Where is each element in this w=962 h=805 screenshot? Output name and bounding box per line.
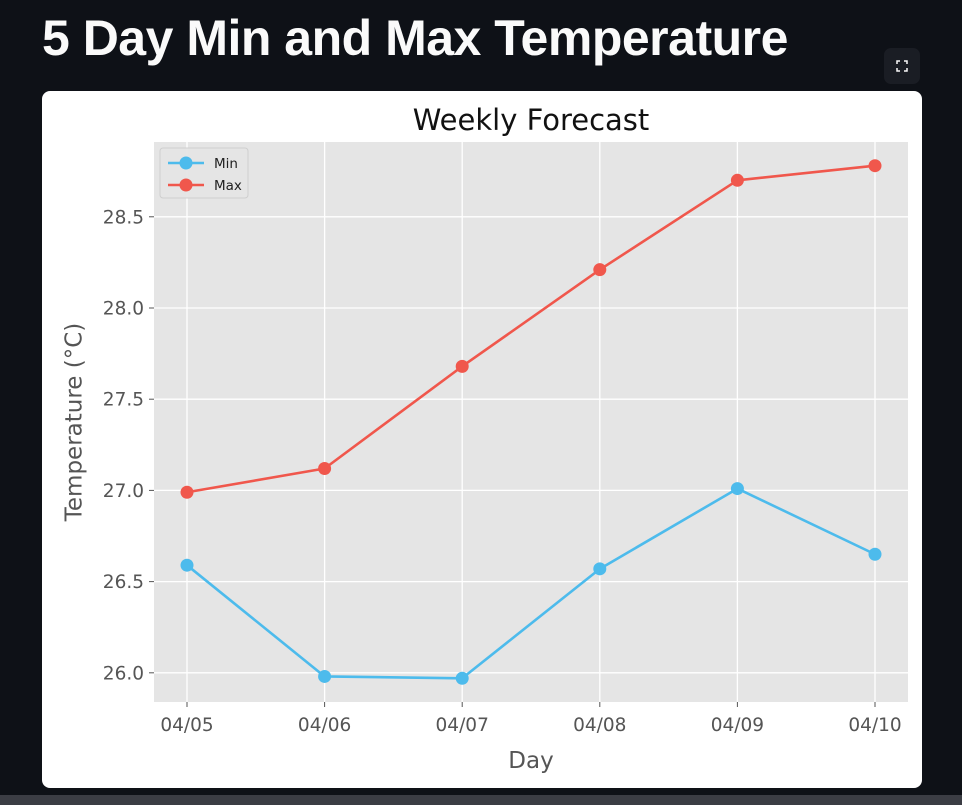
axes: 04/05 04/06 04/07 04/08 04/09 04/10 26.0 26.5 27…: [103, 207, 902, 736]
data-point-min: [318, 669, 332, 683]
y-axis-label: Temperature (°C): [62, 323, 88, 523]
fullscreen-expand-icon: [896, 60, 908, 72]
y-tick-label: 27.5: [103, 390, 144, 411]
x-axis-label: Day: [508, 748, 553, 774]
chart-card: 04/05 04/06 04/07 04/08 04/09 04/10 26.0 26.5 27…: [42, 91, 922, 788]
data-point-min: [455, 671, 469, 685]
data-point-min: [730, 482, 744, 496]
line-chart: 04/05 04/06 04/07 04/08 04/09 04/10 26.0 26.5 27…: [62, 103, 908, 774]
series-line-min: [186, 487, 876, 680]
series-group: [180, 159, 882, 685]
data-point-max: [730, 173, 744, 187]
y-tick-label: 28.5: [103, 207, 144, 228]
legend: Min Max: [159, 147, 249, 199]
data-point-max: [593, 263, 607, 277]
data-point-max: [455, 359, 469, 373]
x-tick-label: 04/06: [298, 715, 351, 736]
x-tick-label: 04/07: [436, 715, 489, 736]
y-tick-label: 26.5: [103, 572, 144, 593]
legend-label: Min: [214, 156, 238, 172]
legend-label: Max: [214, 178, 242, 194]
data-point-min: [180, 558, 194, 572]
data-point-max: [180, 485, 194, 499]
y-tick-label: 28.0: [103, 298, 144, 319]
data-point-min: [593, 562, 607, 576]
page-title: 5 Day Min and Max Temperature: [42, 10, 788, 66]
y-tick-label: 27.0: [103, 481, 144, 502]
y-tick-label: 26.0: [103, 663, 144, 684]
grid-lines: [154, 142, 908, 702]
x-tick-label: 04/08: [573, 715, 626, 736]
fullscreen-button[interactable]: [884, 48, 920, 84]
x-tick-label: 04/09: [711, 715, 764, 736]
x-tick-label: 04/05: [160, 715, 213, 736]
legend-marker-min: [179, 156, 193, 170]
plot-area: [154, 142, 908, 702]
data-point-max: [318, 462, 332, 476]
x-tick-label: 04/10: [848, 715, 901, 736]
legend-marker-max: [179, 178, 193, 192]
series-line-max: [186, 164, 876, 494]
bottom-scrollbar[interactable]: [0, 795, 962, 805]
data-point-min: [868, 547, 882, 561]
data-point-max: [868, 159, 882, 173]
chart-title: Weekly Forecast: [413, 103, 650, 137]
